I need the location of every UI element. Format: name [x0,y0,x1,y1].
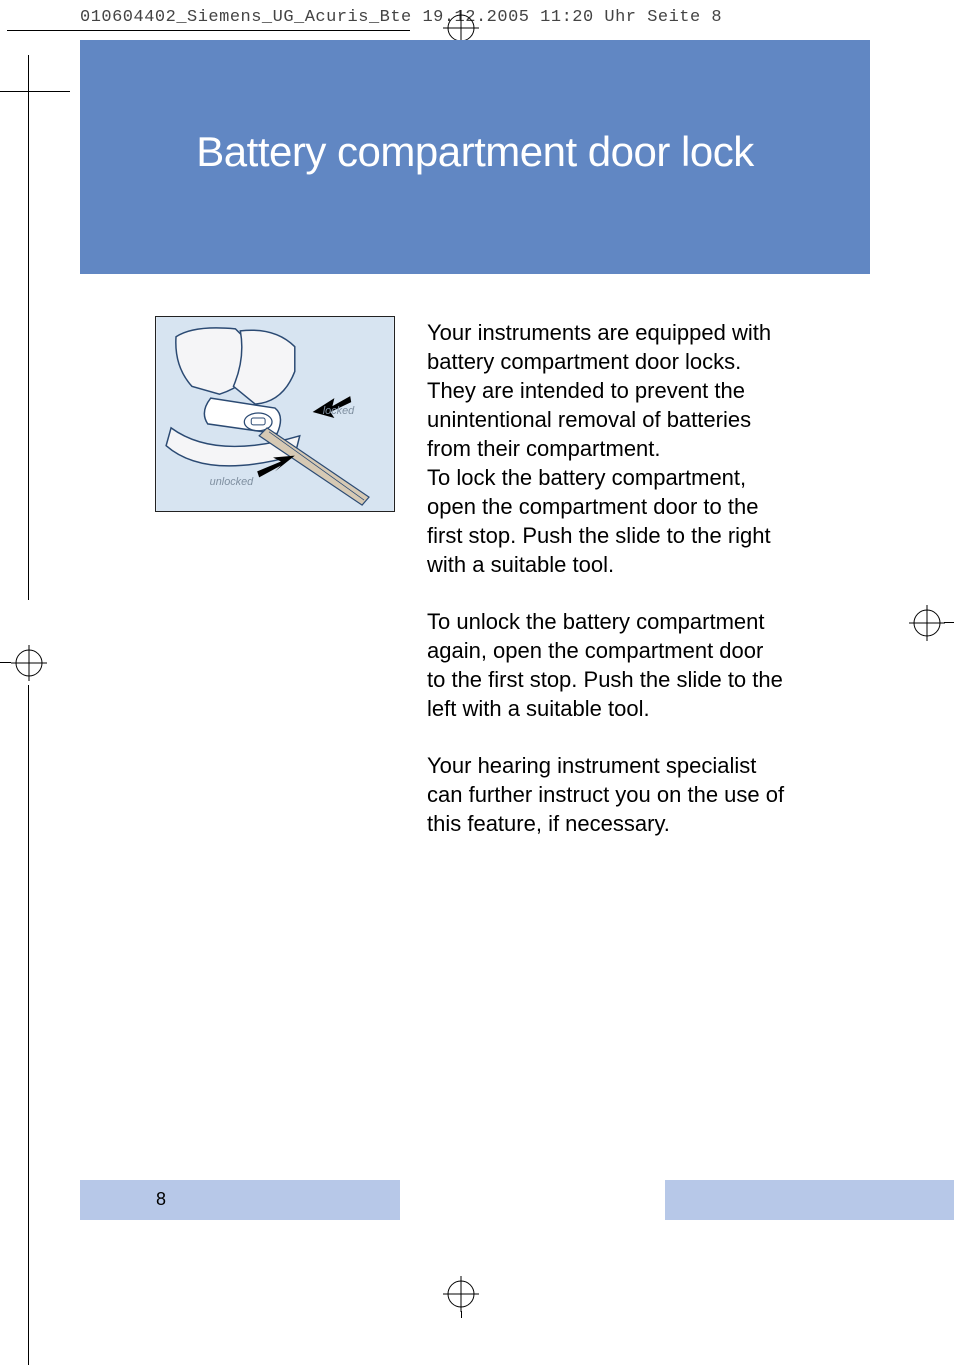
label-unlocked: unlocked [210,476,254,488]
label-locked: locked [323,405,355,417]
footer-bar-right [665,1180,954,1220]
registration-mark-top [0,0,954,40]
title-block: Battery compartment door lock [80,40,870,274]
body-paragraph: They are intended to prevent the uninten… [427,376,787,463]
page-title: Battery compartment door lock [196,128,753,176]
body-text-column: Your instruments are equipped with batte… [427,318,787,866]
body-paragraph: Your hearing instrument specialist can f… [427,751,787,838]
crosshair-icon [11,645,47,681]
page-number: 8 [156,1189,166,1210]
registration-mark-left [0,55,60,735]
crosshair-icon [909,605,945,641]
body-paragraph: To unlock the battery compart­ment again… [427,607,787,723]
battery-lock-illustration: locked unlocked [156,317,394,511]
registration-mark-bottom [0,1273,954,1318]
illustration-box: locked unlocked [155,316,395,512]
body-paragraph: To lock the battery compartment, open th… [427,463,787,579]
body-paragraph: Your instruments are equipped with batte… [427,318,787,376]
footer-bar-left [80,1180,400,1220]
crosshair-icon [443,1276,479,1312]
